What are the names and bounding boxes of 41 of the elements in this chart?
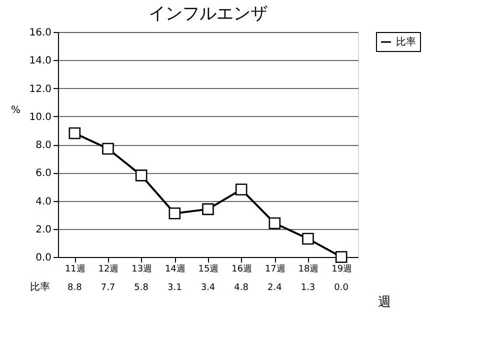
data-label: 5.8	[134, 283, 149, 293]
point	[168, 208, 181, 220]
x-tick-label: 16週	[232, 264, 252, 274]
y-tick-label: 14.0	[29, 56, 52, 67]
data-label: 3.4	[200, 283, 216, 293]
x-tick-label: 12週	[98, 264, 119, 274]
point	[335, 251, 348, 263]
y-tick-label: 0.0	[36, 252, 52, 264]
point	[268, 217, 281, 230]
data-label: 1.3	[300, 283, 316, 293]
x-tick-label: 11週	[64, 264, 86, 274]
legend-label: 比率	[396, 36, 416, 48]
point	[135, 170, 148, 182]
data-label: 3.1	[168, 283, 182, 293]
y-tick-label: 10.0	[29, 112, 52, 123]
y-tick-label: 6.0	[36, 168, 52, 180]
x-tick-label: 13週	[132, 264, 152, 274]
chart-title: インフルエンザ	[148, 4, 268, 24]
x-tick-label: 14週	[164, 264, 186, 274]
data-label: 4.8	[234, 283, 249, 293]
x-tick-label: 15週	[198, 264, 219, 274]
point	[202, 203, 214, 216]
y-axis-title: %	[10, 105, 20, 116]
point	[68, 127, 81, 140]
y-tick-label: 12.0	[29, 84, 52, 95]
point	[235, 184, 248, 196]
x-tick-label: 18週	[298, 264, 319, 274]
data-label: 2.4	[268, 283, 282, 293]
data-label: 7.7	[100, 283, 116, 293]
data-label: 8.8	[68, 283, 82, 293]
y-tick-label: 4.0	[36, 196, 52, 208]
x-tick-label: 17週	[264, 264, 286, 274]
y-tick-label: 16.0	[29, 28, 52, 38]
point	[102, 142, 114, 155]
data-label: 0.0	[334, 283, 349, 293]
x-tick-label: 19週	[332, 264, 352, 274]
text: 比率	[30, 282, 50, 293]
x-axis-title: 週	[378, 295, 391, 310]
y-tick-label: 2.0	[36, 224, 52, 236]
y-tick-label: 8.0	[36, 140, 52, 151]
point	[302, 232, 314, 245]
